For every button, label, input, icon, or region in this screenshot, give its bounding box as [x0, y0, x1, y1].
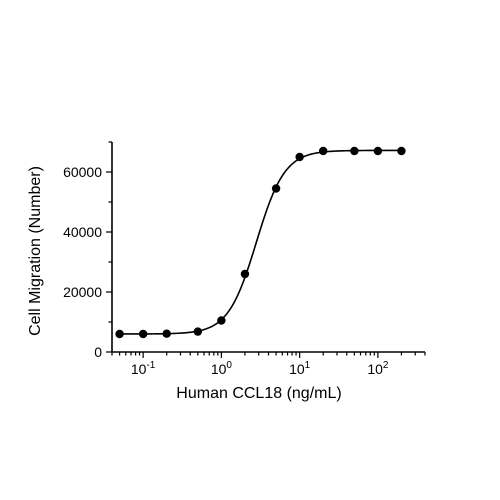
data-point — [162, 329, 171, 338]
x-tick-label: 100 — [211, 360, 233, 377]
data-points-layer — [115, 146, 406, 339]
fit-curve-layer — [119, 149, 402, 335]
x-tick-label: 102 — [367, 360, 389, 377]
y-tick-label: 40000 — [63, 224, 102, 240]
data-point — [240, 269, 250, 279]
data-point — [115, 329, 124, 339]
data-point — [295, 152, 304, 162]
data-point — [193, 327, 203, 336]
y-axis: 0 20000 40000 60000 — [63, 141, 113, 360]
data-point — [271, 184, 281, 193]
y-axis-label: Cell Migration (Number) — [27, 166, 44, 336]
fit-curve — [119, 149, 402, 335]
data-point — [373, 146, 383, 156]
y-tick-label: 60000 — [63, 164, 102, 180]
data-point — [138, 329, 148, 339]
x-tick-label: 101 — [289, 360, 311, 377]
x-axis: 10-1 100 101 102 — [111, 351, 426, 377]
x-tick-label: 10-1 — [131, 360, 156, 377]
x-axis-label: Human CCL18 (ng/mL) — [176, 385, 341, 402]
data-point — [217, 316, 226, 325]
data-point — [350, 146, 359, 156]
y-tick-label: 20000 — [63, 284, 102, 300]
y-tick-label: 0 — [94, 344, 102, 360]
data-point — [318, 146, 328, 156]
data-point — [397, 146, 406, 156]
